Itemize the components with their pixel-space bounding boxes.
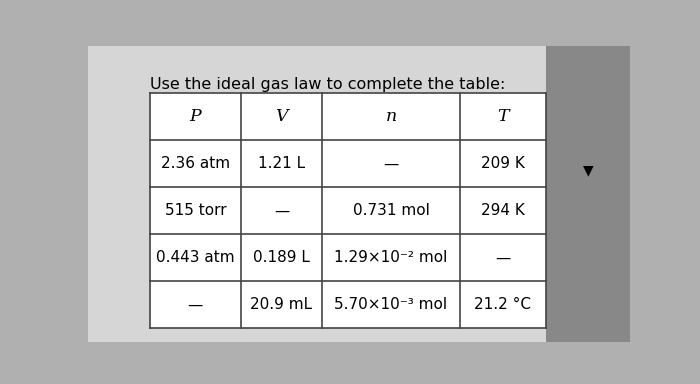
Text: n: n: [386, 108, 397, 126]
Text: 1.29×10⁻² mol: 1.29×10⁻² mol: [335, 250, 448, 265]
Text: 294 K: 294 K: [481, 204, 525, 218]
Text: 209 K: 209 K: [481, 156, 525, 171]
Text: 5.70×10⁻³ mol: 5.70×10⁻³ mol: [335, 298, 447, 313]
Text: 0.443 atm: 0.443 atm: [156, 250, 234, 265]
Text: 21.2 °C: 21.2 °C: [475, 298, 531, 313]
Text: —: —: [274, 204, 289, 218]
Text: —: —: [495, 250, 510, 265]
Text: V: V: [275, 108, 288, 126]
Text: —: —: [188, 298, 203, 313]
Bar: [88, 46, 546, 342]
Text: T: T: [497, 108, 509, 126]
Text: 0.189 L: 0.189 L: [253, 250, 310, 265]
Text: 515 torr: 515 torr: [164, 204, 226, 218]
Text: Use the ideal gas law to complete the table:: Use the ideal gas law to complete the ta…: [150, 77, 505, 92]
Text: —: —: [384, 156, 398, 171]
Bar: [150, 93, 546, 328]
Bar: [546, 46, 630, 342]
Text: 0.731 mol: 0.731 mol: [353, 204, 429, 218]
Text: ▼: ▼: [582, 163, 594, 177]
Text: 1.21 L: 1.21 L: [258, 156, 305, 171]
Text: 20.9 mL: 20.9 mL: [251, 298, 313, 313]
Text: 2.36 atm: 2.36 atm: [161, 156, 230, 171]
Text: P: P: [190, 108, 201, 126]
